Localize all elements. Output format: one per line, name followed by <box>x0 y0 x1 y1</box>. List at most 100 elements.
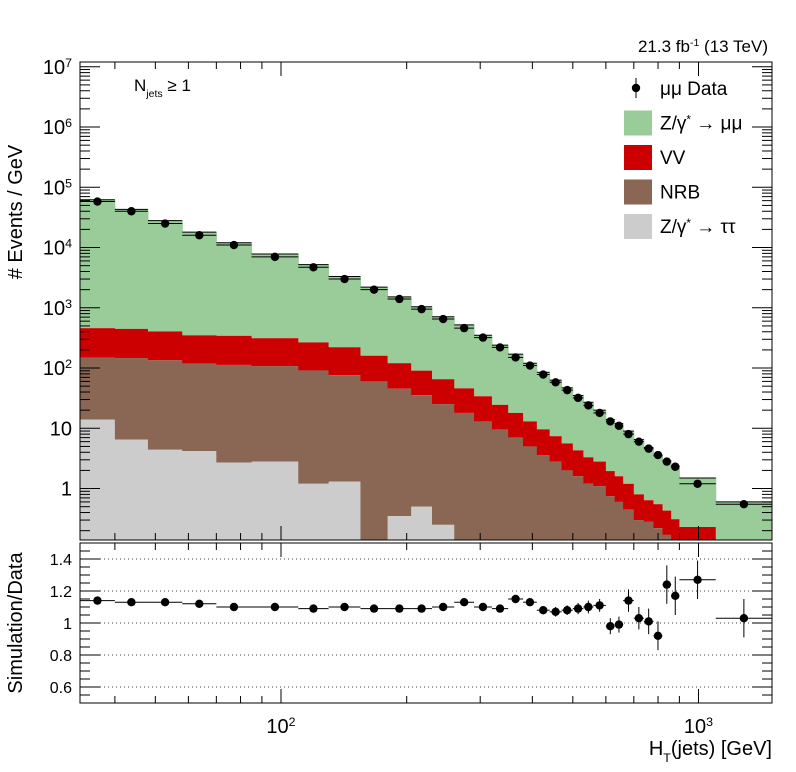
bar-nrb <box>328 375 361 482</box>
bar-dy-mumu <box>298 264 330 343</box>
bar-dy-mumu <box>182 232 217 336</box>
bar-dy-mumu <box>623 431 635 484</box>
region-label: Njets ≥ 1 <box>134 76 191 100</box>
ratio-gridlines <box>80 558 772 688</box>
top-plot-data-points <box>80 197 772 509</box>
y-tick-label: 106 <box>43 116 72 139</box>
ratio-point <box>614 620 624 629</box>
chart-text: 102 1031071061051041031021010.60.811.21.4… <box>5 37 772 765</box>
bar-dy-tautau <box>216 462 253 540</box>
y-tick-label: 104 <box>43 237 72 260</box>
data-point <box>195 231 204 240</box>
ratio-y-axis-title: Simulation/Data <box>5 552 27 694</box>
bar-dy-mumu <box>561 387 574 444</box>
x-tick-label: 103 <box>684 715 713 738</box>
x-tick-label: 102 <box>266 715 295 738</box>
bar-vv <box>653 504 664 529</box>
bar-vv <box>572 450 584 477</box>
bar-nrb <box>387 388 412 517</box>
data-point <box>563 385 572 395</box>
data-point <box>160 219 170 228</box>
ratio-y-tick-label: 1 <box>63 616 72 633</box>
bar-vv <box>474 396 493 422</box>
ratio-point <box>395 604 404 613</box>
y-tick-label: 107 <box>43 56 72 79</box>
ratio-point <box>563 606 572 615</box>
bar-dy-mumu <box>643 447 654 501</box>
ratio-point <box>417 604 426 613</box>
ratio-point <box>511 594 520 604</box>
legend-label-vv: VV <box>660 148 686 169</box>
ratio-point <box>539 606 548 615</box>
ratio-point <box>693 575 702 584</box>
bar-vv <box>536 429 551 456</box>
bar-dy-tautau <box>432 524 455 540</box>
ratio-point <box>495 604 505 613</box>
bar-dy-mumu <box>614 423 624 477</box>
bar-vv <box>298 342 330 371</box>
bar-vv <box>216 335 253 365</box>
bar-dy-tautau <box>328 481 361 540</box>
legend-label-dy_mumu: Z/γ* → μμ <box>660 113 742 135</box>
x-axis-title: HT(jets) [GeV] <box>649 738 772 765</box>
y-tick-label: 1 <box>61 479 72 501</box>
ratio-point <box>671 591 680 600</box>
legend-marker-data <box>631 83 641 93</box>
bar-nrb <box>623 509 635 540</box>
data-point <box>634 437 644 446</box>
data-point <box>459 323 469 333</box>
bar-dy-tautau <box>411 506 433 540</box>
ratio-point <box>93 596 102 605</box>
bar-vv <box>593 461 607 487</box>
ratio-point <box>606 622 615 631</box>
bar-dy-mumu <box>572 395 584 451</box>
bar-vv <box>432 379 455 405</box>
ratio-point <box>229 602 239 612</box>
legend-label-dy_tautau: Z/γ* → ττ <box>660 217 736 239</box>
data-point <box>127 207 136 216</box>
y-tick-label: 105 <box>43 176 72 199</box>
bar-vv <box>411 370 433 396</box>
bar-nrb <box>633 520 645 540</box>
y-tick-label: 10 <box>50 418 72 440</box>
legend-label-nrb: NRB <box>660 183 700 204</box>
bar-dy-mumu <box>360 287 389 356</box>
bar-dy-mumu <box>508 354 524 413</box>
bar-dy-mumu <box>583 402 594 458</box>
bar-dy-mumu <box>216 242 253 336</box>
ratio-y-tick-label: 1.4 <box>50 552 72 569</box>
bar-dy-tautau <box>298 483 330 540</box>
bar-dy-mumu <box>671 465 680 520</box>
bar-nrb <box>360 381 389 540</box>
data-point <box>525 361 535 370</box>
bar-dy-mumu <box>80 199 116 329</box>
bar-vv <box>549 436 563 462</box>
bar-nrb <box>549 461 563 540</box>
bar-nrb <box>614 501 624 540</box>
bar-vv <box>633 494 645 521</box>
bar-dy-mumu <box>454 324 475 389</box>
ratio-point <box>438 602 448 612</box>
bar-dy-mumu <box>491 345 509 405</box>
bar-vv <box>679 527 717 540</box>
bar-nrb <box>593 486 607 540</box>
lumi-label: 21.3 fb-1 (13 TeV) <box>638 37 768 56</box>
data-point <box>551 378 560 387</box>
ratio-point <box>340 602 349 612</box>
ratio-point <box>459 598 469 607</box>
ratio-point <box>739 614 749 623</box>
y-tick-label: 102 <box>43 357 72 380</box>
bar-vv <box>614 476 624 502</box>
bar-dy-mumu <box>147 220 183 332</box>
bar-vv <box>114 328 149 359</box>
bar-vv <box>662 510 672 535</box>
bar-vv <box>671 519 680 540</box>
ratio-point <box>309 604 318 613</box>
legend-swatch-nrb <box>624 179 652 205</box>
bar-dy-mumu <box>653 455 664 505</box>
data-point <box>478 333 488 342</box>
ratio-point <box>584 602 593 612</box>
bar-vv <box>360 355 389 382</box>
bar-nrb <box>474 421 493 540</box>
bar-nrb <box>298 370 330 484</box>
